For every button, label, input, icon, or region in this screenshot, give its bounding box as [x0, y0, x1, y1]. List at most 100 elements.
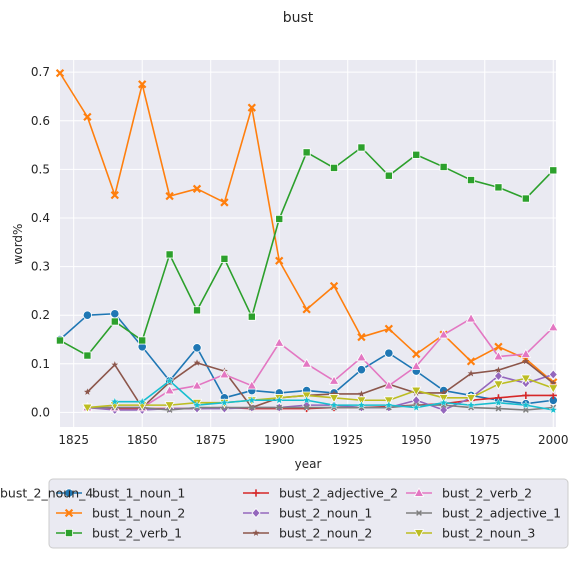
data-point	[191, 380, 203, 390]
legend-marker	[251, 507, 261, 519]
data-point	[273, 337, 285, 347]
data-point	[549, 379, 557, 387]
series-bust_2_noun_3	[82, 374, 559, 414]
data-point	[302, 395, 312, 405]
data-point	[165, 250, 174, 259]
data-point	[275, 214, 284, 223]
data-point	[520, 374, 532, 385]
data-point	[110, 396, 120, 406]
data-point	[356, 400, 366, 409]
data-point	[302, 305, 311, 314]
legend-marker	[64, 508, 74, 518]
y-axis-label: word%	[11, 224, 25, 265]
legend-box	[48, 478, 569, 549]
data-point	[248, 404, 255, 411]
legend-label: bust_2_verb_2	[442, 486, 532, 501]
data-point	[328, 375, 340, 385]
legend-marker	[65, 529, 74, 538]
data-point	[56, 336, 65, 345]
data-point	[193, 306, 202, 315]
data-point	[247, 312, 256, 321]
data-point	[520, 348, 532, 358]
data-point	[246, 380, 258, 390]
data-point	[82, 403, 93, 414]
y-tick-label: 0.7	[31, 65, 50, 79]
data-point	[220, 254, 229, 263]
data-point	[111, 361, 119, 368]
legend-marker	[252, 489, 260, 497]
legend-entry: bust_2_adjective_1	[406, 506, 561, 521]
x-tick-label: 1875	[195, 433, 226, 447]
data-point	[494, 342, 503, 351]
legend-marker	[413, 487, 425, 497]
data-point	[274, 395, 284, 405]
data-point	[83, 112, 92, 122]
legend-entry: bust_2_adjective_2	[243, 486, 398, 501]
x-tick-label: 1950	[401, 433, 432, 447]
data-point	[521, 194, 530, 203]
series-bust_2_verb_1	[56, 143, 558, 360]
data-point	[465, 394, 477, 404]
data-point	[356, 365, 367, 375]
data-point	[494, 183, 503, 192]
data-point	[137, 396, 147, 406]
legend-label: bust_2_noun_1	[279, 506, 372, 521]
data-point	[276, 404, 283, 411]
data-point	[495, 366, 502, 374]
legend-marker	[413, 529, 425, 539]
data-point	[412, 349, 421, 359]
data-point	[303, 404, 310, 411]
data-point	[410, 360, 422, 371]
legend-label: bust_2_adjective_1	[442, 506, 561, 521]
data-point	[302, 148, 311, 157]
data-point	[410, 386, 422, 397]
data-point	[83, 388, 91, 395]
data-point	[467, 176, 476, 185]
legend-label: bust_1_noun_2	[92, 506, 185, 521]
data-point	[219, 397, 229, 407]
data-point	[138, 336, 147, 345]
series-line-bust_2_noun_2	[86, 360, 554, 409]
data-point	[83, 351, 92, 360]
x-tick-label: 1825	[58, 433, 89, 447]
data-point	[219, 368, 230, 379]
y-tick-label: 0.2	[31, 308, 50, 322]
data-point	[439, 162, 448, 171]
data-point	[411, 402, 421, 412]
data-point	[439, 397, 449, 407]
data-point	[467, 369, 475, 377]
data-point	[164, 384, 175, 395]
data-point	[192, 184, 202, 193]
data-point	[192, 343, 202, 353]
legend-marker	[64, 488, 74, 498]
data-point	[522, 391, 530, 400]
y-tick-label: 0.3	[31, 260, 50, 274]
series-bust_2_verb_2	[82, 312, 559, 412]
x-axis-label: year	[295, 457, 322, 471]
x-tick-label: 1850	[127, 433, 158, 447]
data-point	[522, 407, 529, 413]
legend-entry: bust_1_noun_1	[56, 486, 185, 501]
y-tick-label: 0.5	[31, 162, 50, 176]
legend-entry: bust_2_noun_2	[243, 526, 372, 541]
legend-label: bust_2_noun_3	[442, 526, 535, 541]
y-tick-label: 0.6	[31, 114, 50, 128]
data-point	[357, 332, 366, 342]
data-point	[193, 359, 201, 366]
data-point	[384, 324, 394, 333]
y-tick-label: 0.1	[31, 357, 50, 371]
data-point	[138, 80, 147, 89]
data-point	[384, 171, 393, 180]
legend-entry: bust_2_noun_1	[243, 506, 372, 521]
y-tick-label: 0.4	[31, 211, 50, 225]
x-tick-label: 1925	[332, 433, 363, 447]
legend-label: bust_2_adjective_2	[279, 486, 398, 501]
data-point	[384, 400, 394, 409]
data-point	[356, 351, 367, 362]
data-point	[247, 395, 257, 405]
data-point	[466, 357, 476, 366]
data-point	[465, 312, 477, 323]
x-axis-ticks: 1825 1850 1875 1900 1925 1950 1975 2000	[58, 433, 568, 447]
data-point	[384, 348, 394, 358]
